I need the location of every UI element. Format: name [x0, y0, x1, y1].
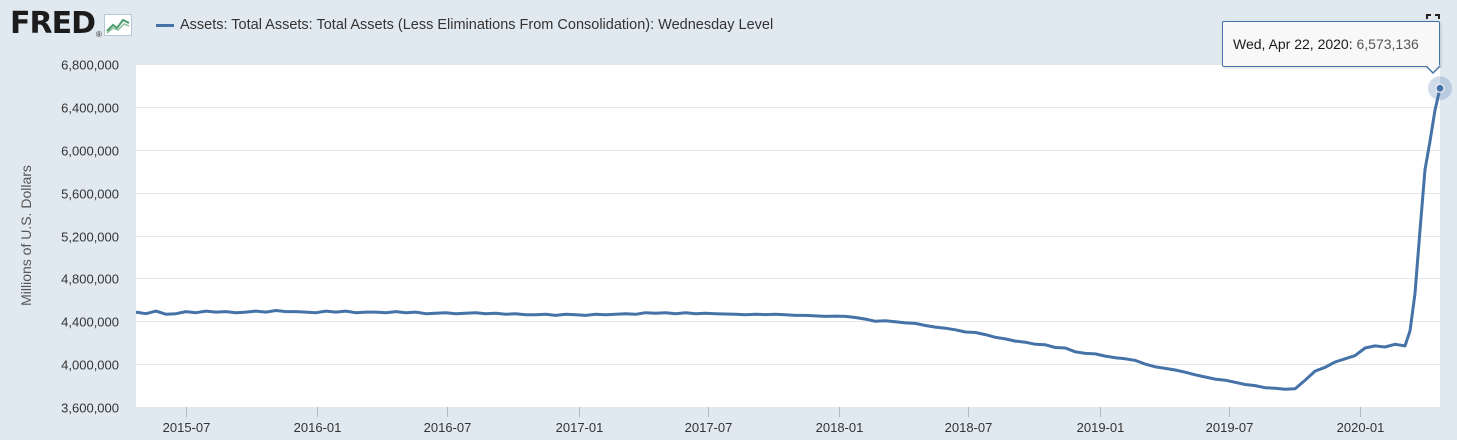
legend-line-swatch	[156, 23, 174, 27]
tooltip-date: Wed, Apr 22, 2020:	[1233, 36, 1353, 52]
fullscreen-icon[interactable]	[1426, 14, 1440, 28]
plot-area	[136, 64, 1440, 407]
y-tick-label: 6,000,000	[61, 144, 119, 159]
series-line[interactable]	[135, 87, 1442, 391]
x-tick-label: 2019-07	[1206, 420, 1254, 435]
legend-label: Assets: Total Assets: Total Assets (Less…	[180, 17, 774, 33]
logo-text: FRED	[10, 6, 96, 41]
y-tick-label: 5,200,000	[61, 230, 119, 245]
y-axis-label: Millions of U.S. Dollars	[18, 165, 34, 306]
x-tick-label: 2015-07	[163, 420, 211, 435]
legend[interactable]: Assets: Total Assets: Total Assets (Less…	[156, 17, 773, 33]
tooltip: Wed, Apr 22, 2020: 6,573,136	[1222, 21, 1440, 67]
line-graph-icon	[103, 14, 132, 36]
x-tick-label: 2018-07	[945, 420, 993, 435]
y-tick-label: 4,400,000	[61, 315, 119, 330]
x-tick-label: 2019-01	[1077, 420, 1125, 435]
x-tick-label: 2016-07	[424, 420, 472, 435]
y-tick-label: 4,800,000	[61, 272, 119, 287]
tooltip-value: 6,573,136	[1356, 36, 1419, 52]
tooltip-arrow-inner	[1426, 65, 1440, 72]
hover-point[interactable]	[1435, 83, 1445, 93]
x-axis-ticks: 2015-07 2016-01 2016-07 2017-01 2017-07 2018-…	[163, 407, 1385, 435]
y-axis-ticks: 3,600,000 4,000,000 4,400,000 4,800,000 5,20…	[61, 58, 119, 416]
fred-logo[interactable]: FRED ®	[10, 6, 132, 46]
x-tick-label: 2020-01	[1337, 420, 1385, 435]
chart-header: FRED ® Assets: Total Assets: Total Asset…	[0, 0, 1457, 56]
y-tick-label: 6,800,000	[61, 58, 119, 73]
x-tick-label: 2017-07	[685, 420, 733, 435]
logo-registered-mark: ®	[96, 30, 102, 39]
x-tick-label: 2018-01	[816, 420, 864, 435]
gridlines	[136, 64, 1440, 408]
y-tick-label: 3,600,000	[61, 401, 119, 416]
y-tick-label: 5,600,000	[61, 187, 119, 202]
y-tick-label: 4,000,000	[61, 358, 119, 373]
x-tick-label: 2017-01	[556, 420, 604, 435]
y-tick-label: 6,400,000	[61, 101, 119, 116]
x-tick-label: 2016-01	[294, 420, 342, 435]
